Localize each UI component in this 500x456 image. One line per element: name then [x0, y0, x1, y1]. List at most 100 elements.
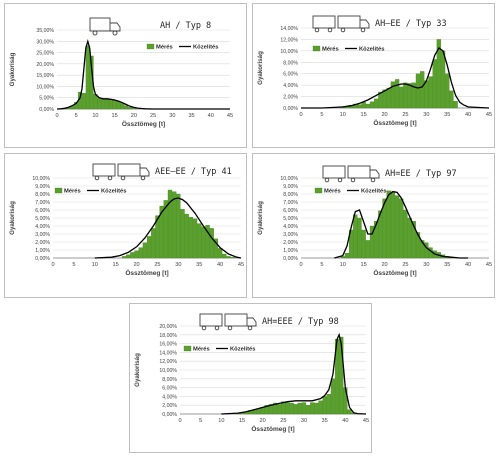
truck-cab — [110, 22, 121, 32]
y-tick-label: 12,00% — [159, 359, 177, 365]
truck-box — [347, 165, 371, 179]
y-tick-label: 0,00% — [35, 256, 50, 262]
y-tick-label: 9,00% — [35, 184, 50, 190]
chart-title: AH=EEE / Typ 98 — [262, 317, 339, 327]
legend-swatch-bar — [314, 187, 323, 194]
y-tick-label: 4,00% — [283, 224, 298, 230]
histogram-bar — [81, 93, 86, 110]
histogram-bar — [369, 101, 375, 109]
histogram-bar — [411, 221, 416, 259]
legend: Mérés Közelítés — [312, 45, 384, 53]
truck-trailer-icon — [92, 163, 150, 181]
truck-icon — [89, 17, 121, 36]
histogram-bar — [180, 209, 185, 259]
legend: Mérés Közelítés — [183, 345, 255, 353]
x-tick-label: 5 — [320, 262, 323, 268]
truck-trailer-icon — [199, 313, 257, 331]
histogram-bar — [353, 214, 358, 259]
histogram-bar — [369, 225, 375, 259]
x-tick-label: 0 — [51, 262, 54, 268]
x-axis-label: Össztömeg [t] — [122, 119, 165, 128]
histogram-bar — [301, 402, 307, 415]
histogram-bar — [151, 228, 156, 259]
x-tick-label: 20 — [133, 262, 139, 268]
wheel — [140, 175, 146, 181]
fit-curve-line — [301, 47, 490, 109]
histogram-bar — [188, 217, 194, 259]
histogram-bar — [217, 248, 223, 259]
x-tick-label: 5 — [320, 112, 323, 118]
x-tick-label: 35 — [444, 262, 450, 268]
histogram-bar — [293, 404, 298, 415]
wheel — [327, 27, 333, 33]
truck-box — [224, 313, 248, 327]
y-tick-label: 1,00% — [35, 248, 50, 254]
histogram-bar — [407, 83, 412, 109]
x-tick-label: 15 — [361, 112, 367, 118]
y-tick-label: 20,00% — [36, 62, 54, 68]
y-tick-label: 10,00% — [32, 176, 50, 182]
x-axis-label: Össztömeg [t] — [373, 118, 416, 127]
trailer-box — [199, 313, 223, 327]
histogram-bar — [124, 105, 129, 110]
fit-curve-line — [334, 190, 469, 259]
x-tick-label: 25 — [402, 112, 408, 118]
legend-label: Közelítés — [361, 189, 386, 195]
x-tick-label: 15 — [361, 262, 367, 268]
x-tick-label: 45 — [363, 418, 369, 424]
y-tick-label: 0,00% — [162, 412, 177, 418]
y-tick-label: 10,00% — [159, 368, 177, 374]
histogram-bar — [226, 256, 231, 259]
histogram-bar — [310, 402, 315, 415]
x-tick-label: 25 — [402, 262, 408, 268]
x-tick-label: 25 — [150, 113, 156, 119]
chart-title: AH=EE / Typ 97 — [385, 169, 457, 179]
y-tick-label: 14,00% — [280, 26, 298, 32]
histogram-bar — [172, 191, 177, 259]
truck-box — [117, 163, 141, 177]
histogram-bar — [281, 401, 286, 415]
histogram-bar — [85, 45, 90, 110]
histogram-bar — [209, 228, 214, 259]
histogram-bar — [365, 240, 370, 259]
wheel — [370, 177, 376, 183]
y-tick-label: 16,00% — [159, 342, 177, 348]
x-tick-label: 40 — [465, 262, 471, 268]
histogram-bar — [361, 229, 366, 259]
histogram-bar — [386, 190, 391, 259]
histogram-bar — [382, 89, 387, 109]
y-tick-label: 18,00% — [159, 333, 177, 339]
wheel — [92, 30, 98, 36]
truck-cab — [360, 19, 370, 29]
trailer-box — [312, 15, 336, 29]
histogram-bar — [415, 73, 421, 109]
histogram-bar — [197, 223, 202, 259]
histogram-bar — [407, 217, 412, 259]
x-tick-label: 0 — [55, 113, 58, 119]
fit-curve-line — [56, 38, 230, 110]
y-tick-label: 2,00% — [283, 95, 298, 101]
y-tick-label: 14,00% — [159, 350, 177, 356]
y-tick-label: 2,00% — [162, 403, 177, 409]
histogram-bar — [344, 253, 350, 259]
x-tick-label: 30 — [301, 418, 307, 424]
histogram-bar — [108, 99, 113, 110]
histogram-bar — [318, 400, 323, 415]
x-tick-label: 40 — [217, 262, 223, 268]
histogram-bar — [420, 240, 425, 259]
y-axis-label: Gyakoriság — [9, 201, 16, 235]
truck-box — [337, 15, 361, 29]
histogram-bar — [289, 402, 294, 415]
legend: Mérés Közelítés — [54, 187, 126, 195]
x-tick-label: 30 — [423, 262, 429, 268]
histogram-bar — [101, 98, 106, 110]
histogram-bar — [120, 103, 125, 110]
x-tick-label: 10 — [92, 113, 98, 119]
y-tick-label: 15,00% — [36, 73, 54, 79]
x-tick-label: 45 — [486, 262, 492, 268]
y-tick-label: 3,00% — [35, 232, 50, 238]
legend: Mérés Közelítés — [314, 187, 386, 195]
legend-label: Mérés — [64, 189, 81, 195]
histogram-bar — [167, 189, 173, 259]
fit-curve-line — [94, 197, 242, 259]
